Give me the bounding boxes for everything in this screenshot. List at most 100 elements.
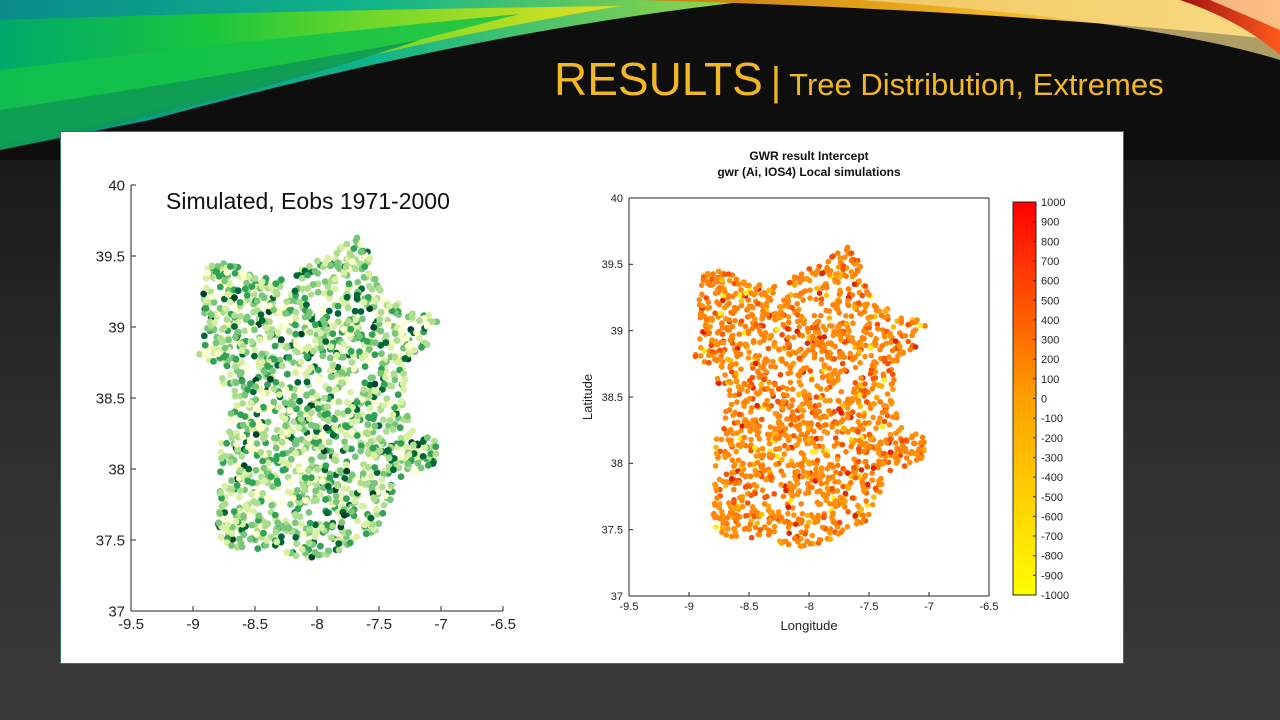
scatter-point <box>386 417 394 424</box>
scatter-point <box>217 489 225 497</box>
scatter-point <box>753 289 759 296</box>
scatter-point <box>860 441 866 447</box>
scatter-point <box>342 461 350 469</box>
scatter-point <box>371 380 379 388</box>
scatter-point <box>329 330 337 338</box>
scatter-point <box>821 334 828 340</box>
scatter-point <box>847 350 853 357</box>
scatter-point <box>752 353 759 359</box>
scatter-point <box>794 468 801 475</box>
scatter-point <box>865 511 872 518</box>
scatter-point <box>296 397 303 405</box>
scatter-point <box>275 391 283 398</box>
scatter-point <box>204 269 212 277</box>
scatter-point <box>706 352 712 358</box>
scatter-point <box>869 386 876 392</box>
scatter-point <box>795 489 802 496</box>
scatter-point <box>816 330 822 336</box>
scatter-point <box>428 318 436 326</box>
scatter-point <box>872 485 879 492</box>
scatter-point <box>766 287 772 293</box>
scatter-point <box>856 438 863 444</box>
scatter-point <box>794 301 800 307</box>
scatter-point <box>815 512 821 519</box>
scatter-point <box>726 300 732 307</box>
scatter-point <box>786 279 793 286</box>
scatter-point <box>784 294 791 300</box>
scatter-point <box>232 355 240 363</box>
x-tick-label: -7 <box>924 601 934 613</box>
chart-subtitle: gwr (Ai, IOS4) Local simulations <box>717 165 901 179</box>
scatter-point <box>376 315 384 323</box>
scatter-point <box>410 441 417 449</box>
scatter-point <box>734 512 740 518</box>
scatter-point <box>344 485 351 493</box>
scatter-point <box>759 455 765 461</box>
scatter-point <box>728 533 735 540</box>
colorbar-tick-label: 300 <box>1041 335 1059 347</box>
scatter-point <box>874 443 881 450</box>
scatter-point <box>370 415 377 423</box>
scatter-point <box>763 477 769 483</box>
scatter-point <box>282 309 289 317</box>
scatter-point <box>867 331 874 338</box>
scatter-point <box>763 368 769 375</box>
scatter-point <box>879 409 886 416</box>
scatter-point <box>361 263 369 271</box>
scatter-point <box>348 358 356 366</box>
scatter-point <box>719 529 725 535</box>
colorbar-tick-label: 700 <box>1041 256 1059 268</box>
scatter-point <box>717 515 723 522</box>
scatter-point <box>789 304 795 311</box>
scatter-point <box>872 375 879 381</box>
scatter-point <box>324 403 331 411</box>
scatter-point <box>820 491 826 498</box>
x-axis-label: Longitude <box>780 618 837 633</box>
scatter-point <box>814 457 821 464</box>
scatter-point <box>354 279 362 286</box>
scatter-point <box>767 528 773 535</box>
scatter-point <box>921 446 927 453</box>
scatter-point <box>699 291 705 298</box>
scatter-point <box>223 316 231 323</box>
scatter-point <box>731 526 737 532</box>
scatter-point <box>827 500 833 507</box>
scatter-point <box>764 311 770 318</box>
scatter-point <box>331 275 339 283</box>
scatter-point <box>894 318 901 324</box>
scatter-point <box>841 254 848 261</box>
scatter-point <box>377 308 385 316</box>
scatter-point <box>301 474 309 482</box>
scatter-point <box>241 285 249 293</box>
scatter-point <box>416 335 423 342</box>
scatter-point <box>293 540 300 548</box>
scatter-point <box>792 521 799 527</box>
scatter-point <box>887 467 894 474</box>
scatter-point <box>862 420 868 426</box>
scatter-point <box>380 381 388 388</box>
scatter-point <box>788 421 794 428</box>
scatter-point <box>208 262 216 270</box>
scatter-point <box>370 452 378 459</box>
scatter-point <box>742 484 749 490</box>
scatter-point <box>334 310 342 317</box>
scatter-point <box>717 310 724 317</box>
scatter-point <box>804 523 810 530</box>
scatter-point <box>864 481 871 488</box>
scatter-point <box>370 324 378 331</box>
x-tick-label: -6.5 <box>490 616 516 633</box>
scatter-point <box>860 516 867 523</box>
scatter-point <box>227 410 235 417</box>
scatter-point <box>766 295 773 301</box>
scatter-point <box>835 479 842 485</box>
scatter-point <box>886 368 892 374</box>
scatter-point <box>848 250 855 256</box>
scatter-point <box>862 381 868 387</box>
scatter-point <box>313 423 320 430</box>
scatter-point <box>790 433 797 439</box>
scatter-point <box>775 413 781 420</box>
scatter-point <box>768 403 775 409</box>
scatter-point <box>339 410 347 418</box>
scatter-point <box>253 297 261 305</box>
scatter-point <box>203 284 210 292</box>
